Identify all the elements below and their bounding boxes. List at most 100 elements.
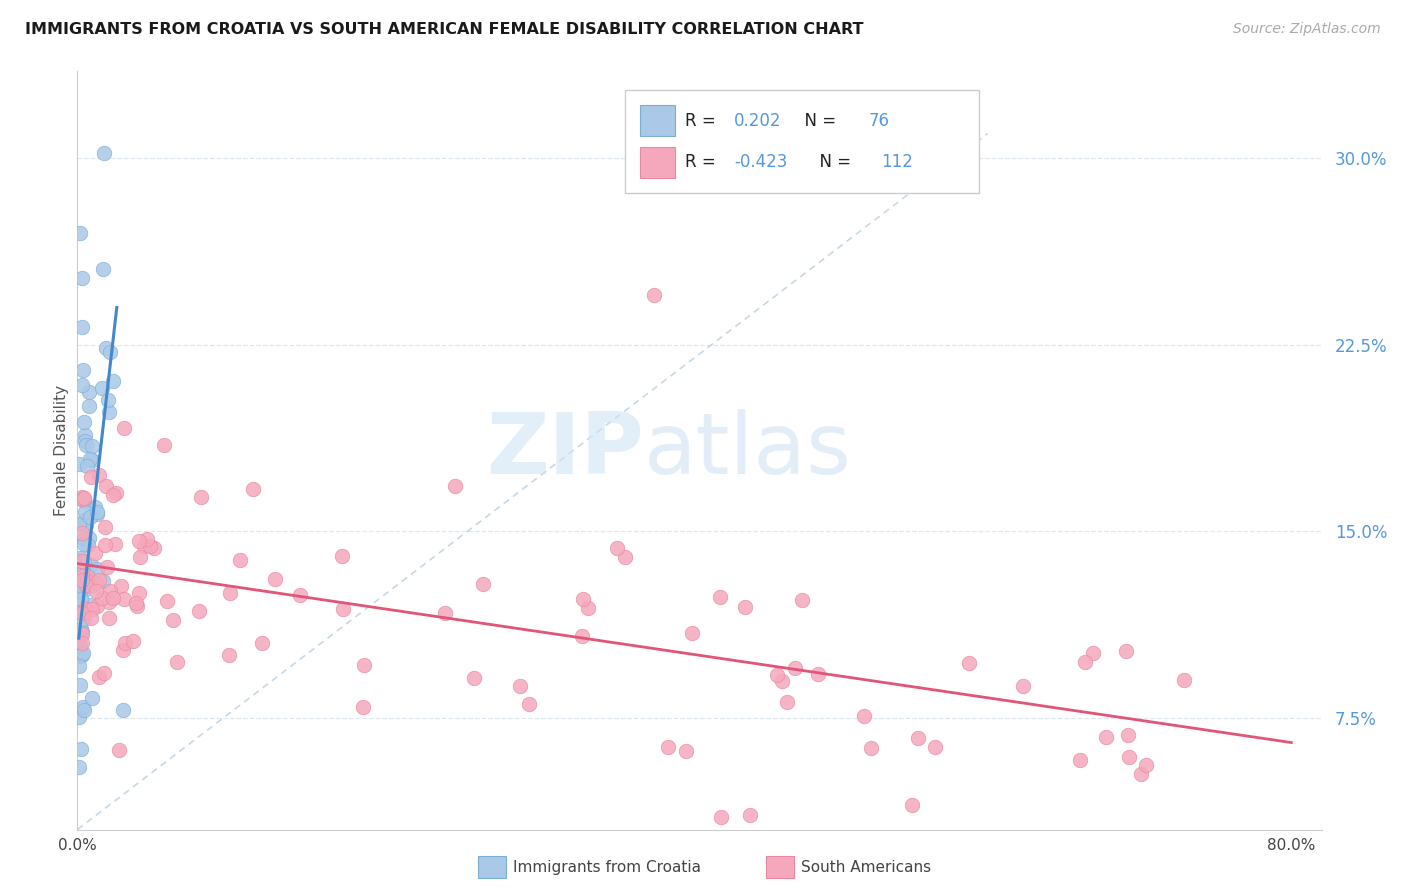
Point [121,633,143,648]
Point [807,666,830,681]
Point [785,661,807,675]
Point [128,586,150,600]
Point [93,519,115,533]
Point [97,610,120,624]
Point [1116,728,1139,742]
Point [332,602,354,616]
Point [75,517,97,532]
Point [681,626,703,640]
Point [73,428,96,442]
Point [101,374,124,388]
Text: Immigrants from Croatia: Immigrants from Croatia [513,860,702,874]
Point [73,555,96,569]
Point [1115,644,1137,658]
Point [734,600,756,615]
Point [101,487,124,501]
Point [472,577,495,591]
Point [69,640,91,654]
Point [67,649,90,664]
Y-axis label: Female Disability: Female Disability [53,384,69,516]
Point [77,570,100,584]
Point [957,657,980,671]
Point [70,624,93,639]
Point [1073,655,1095,669]
Text: 76: 76 [869,112,890,129]
Point [463,671,485,685]
Point [859,741,882,756]
Point [1130,767,1153,781]
Point [112,643,135,657]
Point [125,599,148,614]
Point [70,648,93,663]
Point [86,584,108,599]
Point [70,491,93,506]
Point [79,452,101,467]
Point [69,583,91,598]
Point [1081,646,1104,660]
Point [613,549,636,564]
Point [924,740,946,755]
Point [86,562,108,576]
Point [70,566,93,581]
Point [83,546,105,560]
Point [73,537,96,551]
Point [91,574,114,588]
Text: IMMIGRANTS FROM CROATIA VS SOUTH AMERICAN FEMALE DISABILITY CORRELATION CHART: IMMIGRANTS FROM CROATIA VS SOUTH AMERICA… [25,22,863,37]
Point [75,513,97,527]
Point [75,437,97,451]
Point [1069,753,1091,767]
Point [70,526,93,541]
Point [72,612,94,626]
Point [70,490,93,504]
Point [70,569,93,583]
Point [73,576,96,591]
Point [80,601,103,615]
Point [776,695,799,709]
Point [77,532,100,546]
Point [83,500,105,515]
Point [114,635,136,649]
Point [657,739,679,754]
Point [73,415,96,429]
Point [190,490,212,504]
Point [509,679,531,693]
Point [80,558,103,572]
Point [76,459,98,474]
Point [79,385,101,400]
Point [70,626,93,640]
Text: South Americans: South Americans [801,860,932,874]
Point [576,600,599,615]
Point [1118,750,1140,764]
Text: R =: R = [685,112,720,129]
Point [73,602,96,616]
Point [93,146,115,161]
Point [89,468,111,483]
Point [91,262,114,277]
Point [352,700,374,714]
Point [110,579,132,593]
Point [290,588,312,602]
Bar [640,147,675,178]
Point [67,576,90,591]
Text: R =: R = [685,153,720,171]
Point [79,598,101,612]
Point [91,381,114,395]
Point [218,586,240,600]
Point [72,378,94,392]
Point [69,517,91,532]
Point [86,505,108,519]
Point [643,288,665,302]
Text: Source: ZipAtlas.com: Source: ZipAtlas.com [1233,22,1381,37]
Point [70,577,93,591]
Point [86,507,108,521]
Point [136,532,159,546]
Point [73,491,96,506]
Point [70,573,93,587]
Point [72,700,94,714]
Point [94,538,117,552]
Point [75,505,97,519]
Point [76,574,98,588]
Point [853,708,876,723]
Point [790,592,813,607]
Point [75,606,97,620]
